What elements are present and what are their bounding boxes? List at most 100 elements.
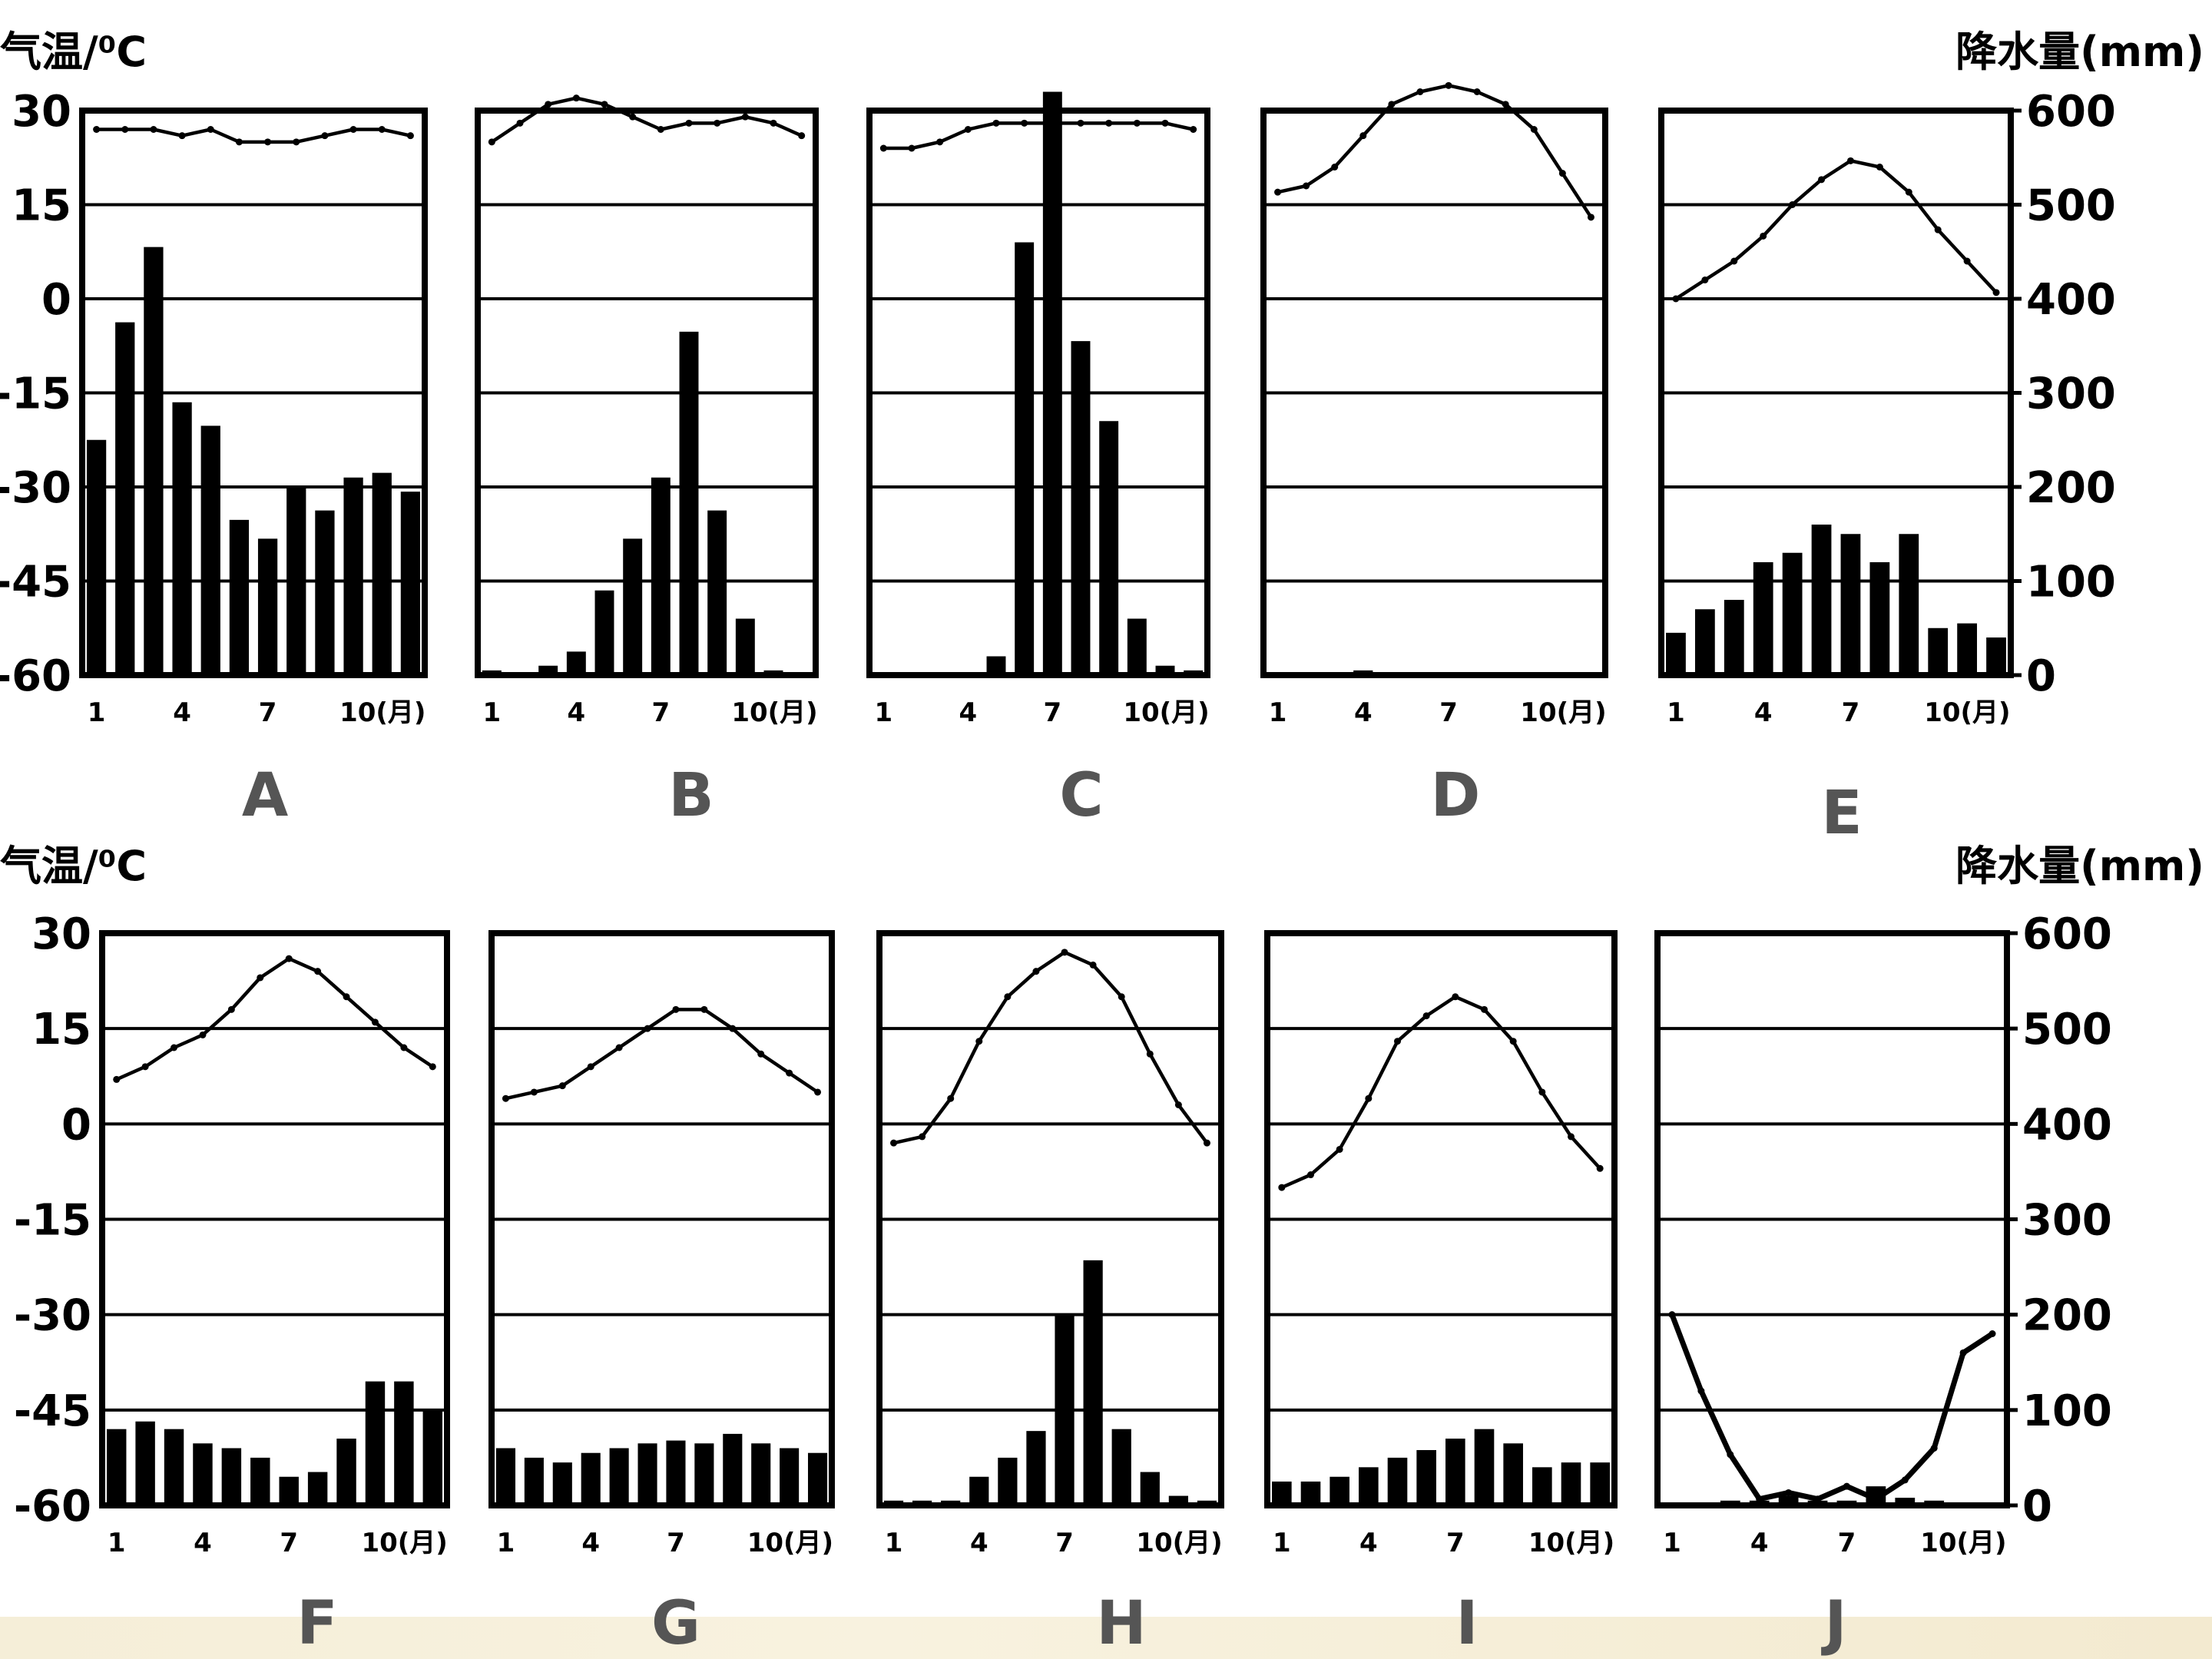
temperature-point — [1048, 119, 1056, 127]
month-tick-label: 1 — [497, 1528, 515, 1558]
temperature-point — [264, 138, 272, 146]
month-tick-label: 7 — [280, 1528, 298, 1558]
chart-frame — [99, 930, 450, 1508]
temperature-point — [1785, 1488, 1793, 1496]
month-tick-label: 4 — [581, 1528, 600, 1558]
precip-bar — [365, 1381, 386, 1505]
precip-bar — [1899, 534, 1919, 675]
temp-tick-label: 0 — [61, 1100, 91, 1150]
temperature-point — [947, 1094, 955, 1102]
temperature-point — [1672, 295, 1680, 303]
precip-bar — [1445, 1439, 1465, 1505]
temperature-point — [343, 993, 350, 1001]
precip-bar — [1300, 1481, 1321, 1505]
temperature-point — [1756, 1495, 1763, 1503]
temperature-point — [1452, 993, 1459, 1001]
precip-bar — [229, 519, 250, 675]
temperature-line — [505, 1008, 819, 1101]
temp-tick-label: -45 — [14, 1386, 91, 1436]
month-tick-label: 4 — [1359, 1528, 1378, 1558]
temperature-point — [1959, 1349, 1967, 1356]
precip-bar — [637, 1443, 657, 1505]
chart-frame — [866, 108, 1210, 678]
panel-label: E — [1821, 779, 1862, 848]
precip-bar — [1026, 1431, 1046, 1505]
precip-bar — [807, 1452, 828, 1505]
precip-bar — [524, 1457, 544, 1505]
temperature-line — [115, 956, 434, 1081]
chart-frame — [488, 930, 835, 1508]
precip-tick-label: 0 — [2026, 651, 2056, 701]
temperature-point — [685, 119, 693, 127]
precip-tick-label: 600 — [2026, 87, 2116, 137]
precip-bar — [1099, 421, 1119, 675]
temperature-point — [1174, 1101, 1182, 1108]
temperature-point — [1587, 214, 1594, 221]
temperature-point — [1789, 201, 1796, 208]
temperature-point — [150, 126, 157, 133]
temperature-line — [96, 127, 411, 144]
panel-label: H — [1096, 1589, 1146, 1658]
temperature-point — [1331, 164, 1339, 171]
temperature-point — [1988, 1330, 1996, 1337]
precip-bar — [1753, 562, 1773, 675]
temperature-point — [321, 132, 329, 140]
precip-tick-label: 400 — [2026, 275, 2116, 325]
precip-bar — [1140, 1472, 1160, 1505]
temperature-point — [1901, 1476, 1909, 1484]
temperature-point — [1596, 1164, 1604, 1172]
month-tick-label: 7 — [667, 1528, 685, 1558]
month-tick-label: 1 — [874, 697, 892, 728]
temperature-point — [429, 1063, 436, 1071]
month-tick-label: 7 — [651, 697, 670, 728]
temperature-point — [1089, 961, 1097, 969]
temperature-line — [883, 121, 1194, 151]
month-tick-label: 7 — [1439, 697, 1458, 728]
temp-tick-label: 0 — [41, 275, 71, 325]
month-tick-label: 10(月) — [731, 697, 817, 728]
temperature-point — [1161, 119, 1169, 127]
temperature-point — [207, 126, 214, 133]
precip-bar — [1724, 600, 1744, 675]
temperature-point — [1481, 1005, 1488, 1013]
temperature-point — [1278, 1184, 1286, 1191]
temperature-point — [1934, 226, 1942, 233]
temperature-point — [615, 1044, 623, 1051]
temperature-point — [257, 974, 264, 982]
temperature-point — [1701, 276, 1709, 283]
precip-bar — [609, 1448, 629, 1505]
month-tick-label: 7 — [1842, 697, 1860, 728]
panel-label: I — [1455, 1589, 1478, 1658]
precip-tick-label: 300 — [2022, 1196, 2112, 1246]
temperature-point — [572, 94, 580, 102]
temperature-point — [644, 1025, 651, 1032]
precip-bar — [1111, 1429, 1131, 1505]
precip-bar — [164, 1429, 184, 1505]
precip-tick-label: 500 — [2022, 1005, 2112, 1055]
temperature-point — [741, 113, 749, 121]
precip-bar — [1127, 618, 1147, 675]
month-tick-label: 4 — [959, 697, 977, 728]
panel-label: C — [1059, 761, 1103, 830]
precip-bar — [1590, 1462, 1610, 1505]
precip-bar — [666, 1440, 686, 1505]
precip-bar — [343, 477, 363, 675]
precip-bar — [106, 1429, 127, 1505]
month-tick-label: 1 — [1663, 1528, 1681, 1558]
temperature-point — [786, 1069, 793, 1077]
month-tick-label: 4 — [1750, 1528, 1769, 1558]
temperature-point — [936, 138, 944, 146]
temperature-point — [1814, 1495, 1822, 1503]
month-tick-label: 1 — [1273, 1528, 1291, 1558]
temperature-point — [601, 101, 608, 108]
temp-tick-label: -45 — [0, 558, 71, 608]
temperature-point — [227, 1005, 235, 1013]
temperature-point — [314, 968, 322, 975]
temperature-point — [293, 138, 300, 146]
month-tick-label: 7 — [1055, 1528, 1074, 1558]
temperature-point — [1992, 289, 2000, 296]
precip-bar — [651, 477, 671, 675]
precip-bar — [1928, 628, 1949, 675]
chart-frame — [1264, 930, 1618, 1508]
